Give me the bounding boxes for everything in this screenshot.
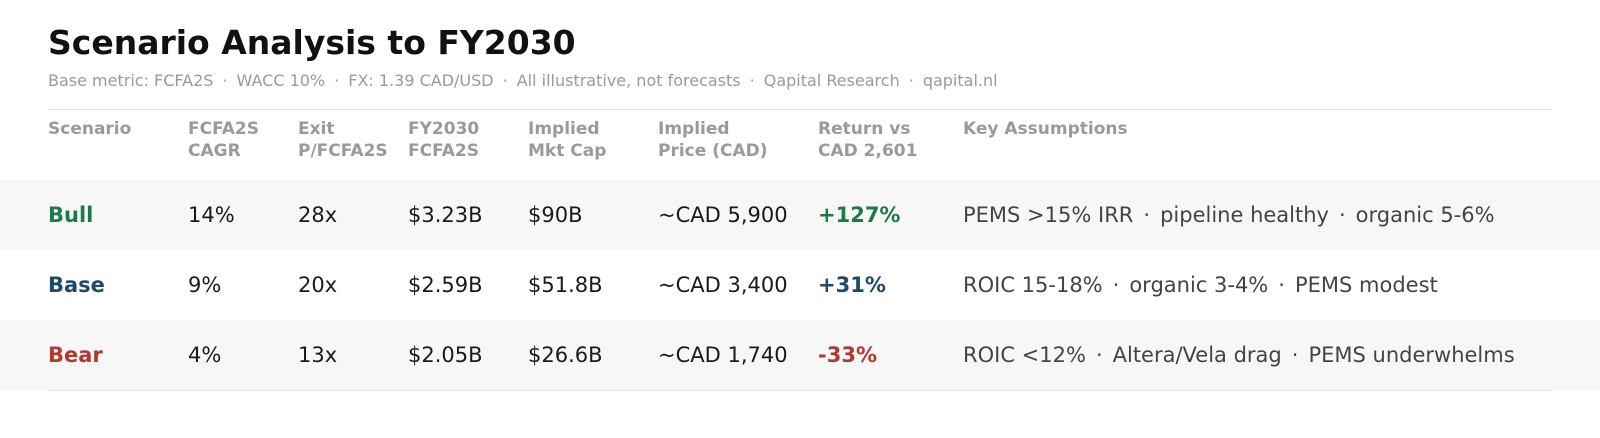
header-price: Implied Price (CAD) bbox=[658, 118, 767, 162]
subtitle-separator: · bbox=[222, 71, 228, 90]
return-value: +127% bbox=[818, 203, 901, 227]
assumptions: ROIC <12% · Altera/Vela drag · PEMS underwhe… bbox=[963, 320, 1515, 390]
header-fy-line2: FCFA2S bbox=[408, 141, 479, 161]
assumption-separator: · bbox=[1143, 203, 1151, 227]
cagr-value: 4% bbox=[188, 343, 222, 367]
fy2030-value: $2.05B bbox=[408, 343, 483, 367]
assumption-item: PEMS >15% IRR bbox=[963, 203, 1134, 227]
top-divider bbox=[48, 109, 1552, 110]
header-exit-multiple: Exit P/FCFA2S bbox=[298, 118, 388, 162]
page-title: Scenario Analysis to FY2030 bbox=[48, 23, 576, 62]
assumption-item: ROIC <12% bbox=[963, 343, 1086, 367]
header-mkt-line1: Implied bbox=[528, 119, 600, 139]
subtitle-disclaimer: All illustrative, not forecasts bbox=[516, 71, 741, 90]
subtitle-base-metric: Base metric: FCFA2S bbox=[48, 71, 214, 90]
header-fy-line1: FY2030 bbox=[408, 119, 480, 139]
table-row-base: Base 9% 20x $2.59B $51.8B ~CAD 3,400 +31… bbox=[0, 250, 1600, 320]
return-value: -33% bbox=[818, 343, 877, 367]
assumptions: ROIC 15-18% · organic 3-4% · PEMS modest bbox=[963, 250, 1438, 320]
header-scenario-label: Scenario bbox=[48, 119, 132, 139]
header-cagr: FCFA2S CAGR bbox=[188, 118, 259, 162]
mkt-cap-value: $51.8B bbox=[528, 273, 603, 297]
exit-multiple-value: 28x bbox=[298, 203, 338, 227]
subtitle-source: Qapital Research bbox=[763, 71, 900, 90]
assumption-item: PEMS underwhelms bbox=[1308, 343, 1515, 367]
price-value: ~CAD 1,740 bbox=[658, 343, 788, 367]
header-cagr-line1: FCFA2S bbox=[188, 119, 259, 139]
return-value: +31% bbox=[818, 273, 886, 297]
assumption-separator: · bbox=[1338, 203, 1346, 227]
scenario-name: Bull bbox=[48, 203, 94, 227]
header-exit-line1: Exit bbox=[298, 119, 335, 139]
subtitle: Base metric: FCFA2S · WACC 10% · FX: 1.39 CA… bbox=[48, 69, 998, 93]
mkt-cap-value: $90B bbox=[528, 203, 583, 227]
subtitle-wacc: WACC 10% bbox=[236, 71, 326, 90]
header-assumptions-label: Key Assumptions bbox=[963, 119, 1128, 139]
assumption-separator: · bbox=[1112, 273, 1120, 297]
table-header: Scenario FCFA2S CAGR Exit P/FCFA2S FY203… bbox=[0, 118, 1600, 178]
header-price-line1: Implied bbox=[658, 119, 730, 139]
header-return-line1: Return vs bbox=[818, 119, 911, 139]
assumption-item: pipeline healthy bbox=[1160, 203, 1329, 227]
price-value: ~CAD 3,400 bbox=[658, 273, 788, 297]
subtitle-separator: · bbox=[334, 71, 340, 90]
fy2030-value: $3.23B bbox=[408, 203, 483, 227]
subtitle-separator: · bbox=[502, 71, 508, 90]
table-row-bull: Bull 14% 28x $3.23B $90B ~CAD 5,900 +127… bbox=[0, 180, 1600, 250]
header-fy2030: FY2030 FCFA2S bbox=[408, 118, 479, 162]
assumption-item: Altera/Vela drag bbox=[1112, 343, 1282, 367]
assumption-item: organic 3-4% bbox=[1129, 273, 1269, 297]
header-mkt-line2: Mkt Cap bbox=[528, 141, 607, 161]
price-value: ~CAD 5,900 bbox=[658, 203, 788, 227]
subtitle-separator: · bbox=[749, 71, 755, 90]
scenario-name: Base bbox=[48, 273, 105, 297]
header-mkt-cap: Implied Mkt Cap bbox=[528, 118, 606, 162]
scenario-name: Bear bbox=[48, 343, 103, 367]
header-price-line2: Price (CAD) bbox=[658, 141, 768, 161]
assumption-separator: · bbox=[1291, 343, 1299, 367]
header-assumptions: Key Assumptions bbox=[963, 118, 1128, 140]
subtitle-fx: FX: 1.39 CAD/USD bbox=[348, 71, 494, 90]
header-return: Return vs CAD 2,601 bbox=[818, 118, 917, 162]
header-cagr-line2: CAGR bbox=[188, 141, 241, 161]
header-return-line2: CAD 2,601 bbox=[818, 141, 918, 161]
assumption-item: organic 5-6% bbox=[1355, 203, 1495, 227]
assumption-separator: · bbox=[1278, 273, 1285, 297]
exit-multiple-value: 13x bbox=[298, 343, 338, 367]
subtitle-website: qapital.nl bbox=[922, 71, 998, 90]
fy2030-value: $2.59B bbox=[408, 273, 483, 297]
assumption-item: PEMS modest bbox=[1294, 273, 1438, 297]
cagr-value: 14% bbox=[188, 203, 235, 227]
assumption-item: ROIC 15-18% bbox=[963, 273, 1103, 297]
header-scenario: Scenario bbox=[48, 118, 131, 140]
header-exit-line2: P/FCFA2S bbox=[298, 141, 388, 161]
assumptions: PEMS >15% IRR · pipeline healthy · organic 5… bbox=[963, 180, 1495, 250]
assumption-separator: · bbox=[1095, 343, 1103, 367]
cagr-value: 9% bbox=[188, 273, 222, 297]
subtitle-separator: · bbox=[908, 71, 914, 90]
mkt-cap-value: $26.6B bbox=[528, 343, 603, 367]
table-row-bear: Bear 4% 13x $2.05B $26.6B ~CAD 1,740 -33… bbox=[0, 320, 1600, 390]
bottom-divider bbox=[48, 390, 1552, 391]
exit-multiple-value: 20x bbox=[298, 273, 338, 297]
